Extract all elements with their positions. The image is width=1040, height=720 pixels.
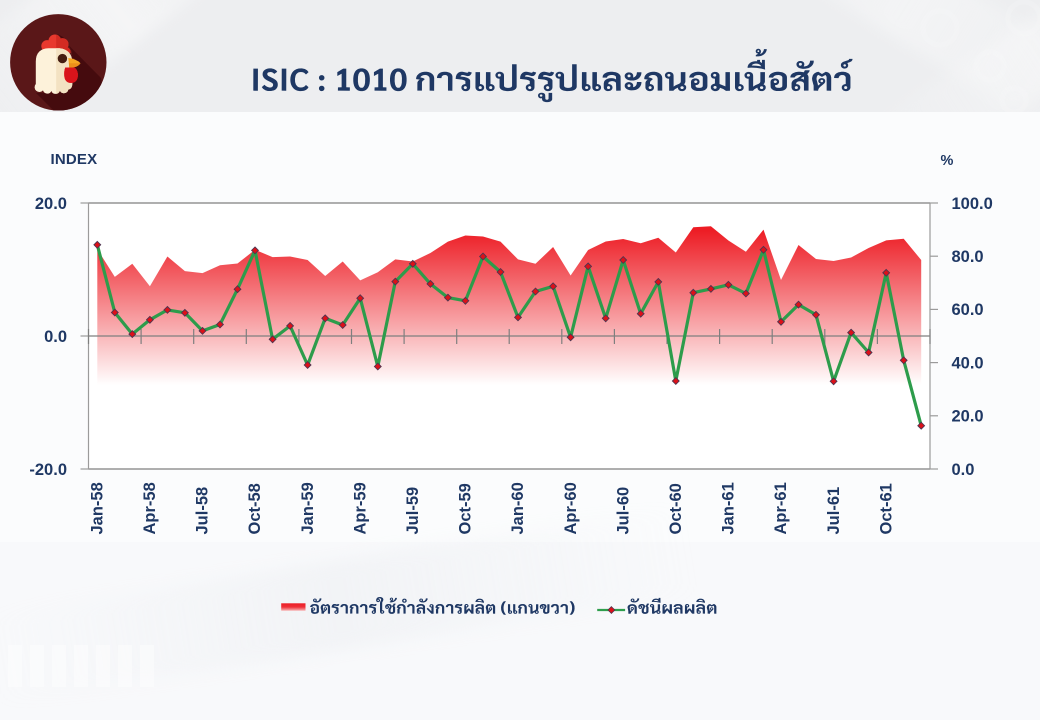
svg-text:20.0: 20.0 bbox=[35, 195, 67, 213]
svg-text:Apr-58: Apr-58 bbox=[141, 482, 159, 534]
svg-text:40.0: 40.0 bbox=[952, 354, 984, 372]
svg-text:Jan-60: Jan-60 bbox=[509, 482, 527, 534]
svg-text:Jul-58: Jul-58 bbox=[194, 487, 212, 535]
svg-text:80.0: 80.0 bbox=[952, 248, 984, 266]
svg-text:Jul-61: Jul-61 bbox=[825, 487, 843, 535]
svg-text:Apr-59: Apr-59 bbox=[351, 482, 369, 534]
svg-text:Oct-61: Oct-61 bbox=[877, 483, 895, 534]
svg-text:INDEX: INDEX bbox=[51, 151, 98, 168]
svg-text:Jan-58: Jan-58 bbox=[89, 482, 107, 534]
svg-text:0.0: 0.0 bbox=[44, 328, 67, 346]
svg-text:Apr-60: Apr-60 bbox=[562, 482, 580, 534]
svg-text:100.0: 100.0 bbox=[952, 195, 993, 213]
svg-text:Oct-59: Oct-59 bbox=[457, 483, 475, 534]
svg-text:Apr-61: Apr-61 bbox=[772, 482, 790, 534]
svg-text:0.0: 0.0 bbox=[952, 461, 975, 479]
svg-text:60.0: 60.0 bbox=[952, 301, 984, 319]
svg-text:Oct-60: Oct-60 bbox=[667, 483, 685, 534]
svg-text:Jul-60: Jul-60 bbox=[614, 487, 632, 535]
svg-text:Jan-59: Jan-59 bbox=[299, 482, 317, 534]
svg-text:Jul-59: Jul-59 bbox=[404, 487, 422, 535]
svg-text:-20.0: -20.0 bbox=[29, 461, 67, 479]
svg-text:%: % bbox=[941, 153, 954, 169]
svg-text:Jan-61: Jan-61 bbox=[720, 482, 738, 534]
svg-text:Oct-58: Oct-58 bbox=[246, 483, 264, 534]
svg-text:20.0: 20.0 bbox=[952, 408, 984, 426]
